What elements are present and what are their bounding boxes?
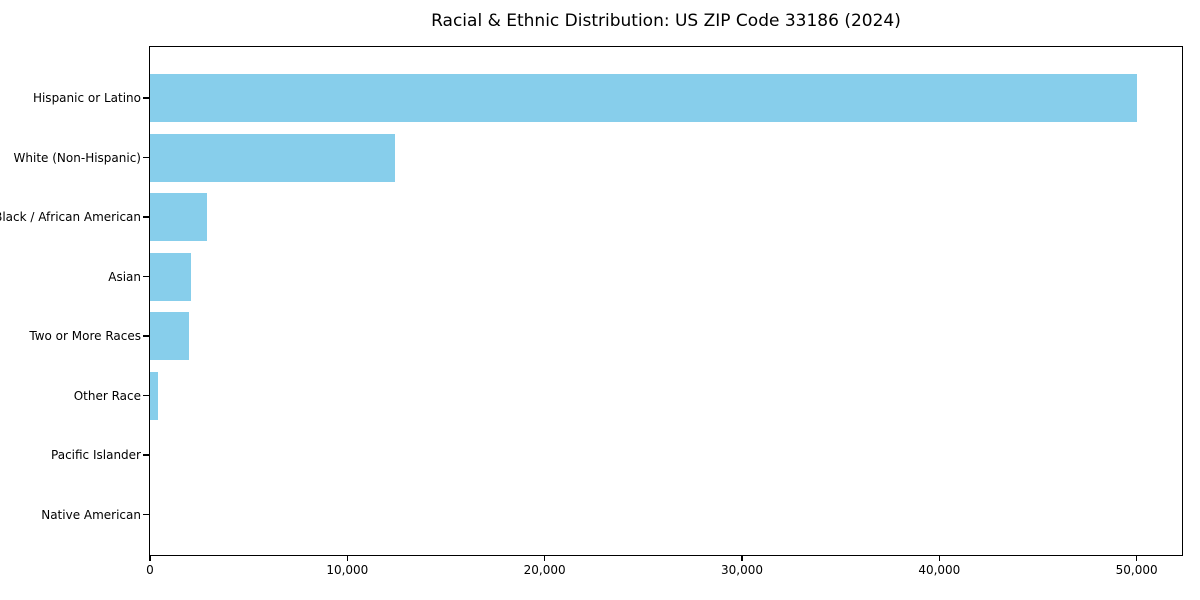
y-axis-label: Native American <box>41 507 141 522</box>
y-axis-tick <box>143 513 149 516</box>
bar-other-race <box>150 371 158 420</box>
x-axis-label: 10,000 <box>326 563 369 577</box>
y-axis-label: Other Race <box>73 388 141 403</box>
y-axis-label: Hispanic or Latino <box>32 91 141 105</box>
x-axis-label: 40,000 <box>918 563 961 577</box>
x-axis-tick <box>346 555 349 561</box>
bar-two-or-more-races <box>150 312 190 360</box>
plot-area: Hispanic or Latino White (Non-Hispanic) Bl… <box>0 46 1183 577</box>
y-axis-label: Asian <box>108 269 141 284</box>
chart-title: Racial & Ethnic Distribution: US ZIP Cod… <box>431 11 901 31</box>
bar-hispanic-or-latino <box>150 74 1137 122</box>
x-axis-label: 20,000 <box>523 563 566 577</box>
bar-asian <box>150 252 192 301</box>
y-axis-tick <box>143 156 149 159</box>
bar-black-african-american <box>150 193 208 241</box>
x-axis-label: 30,000 <box>720 563 763 577</box>
x-axis-tick <box>938 555 941 561</box>
x-axis-label: 0 <box>146 563 154 577</box>
y-axis-label: Black / African American <box>0 210 141 224</box>
x-axis-tick <box>543 555 546 561</box>
y-axis-tick <box>143 275 149 278</box>
x-axis-tick <box>149 555 151 561</box>
y-axis-tick <box>143 216 149 218</box>
x-axis-tick <box>1135 555 1138 561</box>
y-axis-tick <box>143 454 149 456</box>
x-axis-label: 50,000 <box>1115 563 1158 577</box>
y-axis-label: Two or More Races <box>29 329 141 343</box>
y-axis-tick <box>143 97 149 99</box>
y-axis-label: White (Non-Hispanic) <box>13 150 141 165</box>
x-axis-tick <box>741 555 743 561</box>
y-axis-tick <box>143 394 149 397</box>
bar-white-non-hispanic <box>150 133 395 182</box>
y-axis-label: Pacific Islander <box>51 448 141 462</box>
y-axis-tick <box>143 335 149 337</box>
